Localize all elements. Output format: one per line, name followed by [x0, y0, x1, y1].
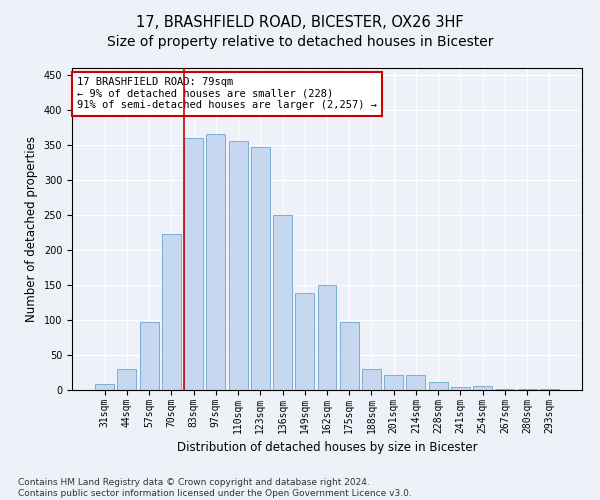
Y-axis label: Number of detached properties: Number of detached properties	[25, 136, 38, 322]
Bar	[95, 384, 114, 390]
Bar	[496, 388, 514, 390]
Bar	[295, 293, 314, 390]
Bar	[229, 141, 248, 390]
Text: Contains HM Land Registry data © Crown copyright and database right 2024.
Contai: Contains HM Land Registry data © Crown c…	[18, 478, 412, 498]
Bar	[184, 138, 203, 390]
Bar	[118, 369, 136, 390]
Text: 17, BRASHFIELD ROAD, BICESTER, OX26 3HF: 17, BRASHFIELD ROAD, BICESTER, OX26 3HF	[136, 15, 464, 30]
Bar	[340, 322, 359, 390]
Bar	[451, 387, 470, 390]
Bar	[429, 382, 448, 390]
Bar	[540, 388, 559, 390]
Bar	[473, 386, 492, 390]
Bar	[362, 369, 381, 390]
Text: Size of property relative to detached houses in Bicester: Size of property relative to detached ho…	[107, 35, 493, 49]
Bar	[384, 374, 403, 390]
Bar	[140, 322, 158, 390]
Bar	[206, 134, 225, 390]
X-axis label: Distribution of detached houses by size in Bicester: Distribution of detached houses by size …	[176, 441, 478, 454]
Bar	[251, 146, 270, 390]
Bar	[406, 374, 425, 390]
Bar	[162, 234, 181, 390]
Bar	[317, 285, 337, 390]
Bar	[518, 388, 536, 390]
Text: 17 BRASHFIELD ROAD: 79sqm
← 9% of detached houses are smaller (228)
91% of semi-: 17 BRASHFIELD ROAD: 79sqm ← 9% of detach…	[77, 77, 377, 110]
Bar	[273, 214, 292, 390]
